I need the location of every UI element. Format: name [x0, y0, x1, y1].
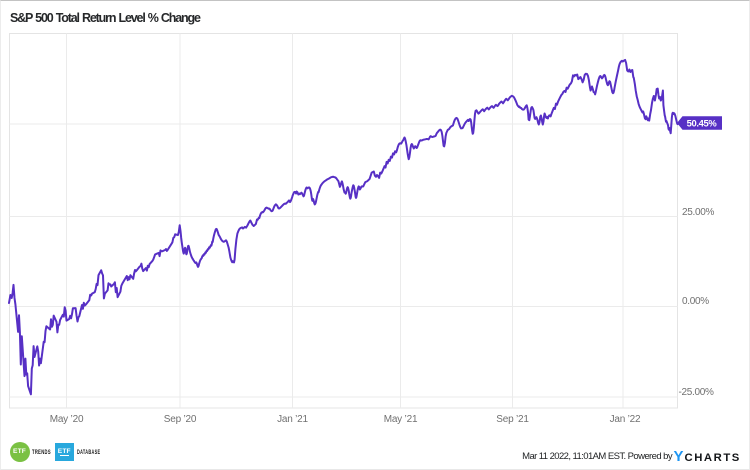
- svg-text:50.45%: 50.45%: [687, 117, 718, 128]
